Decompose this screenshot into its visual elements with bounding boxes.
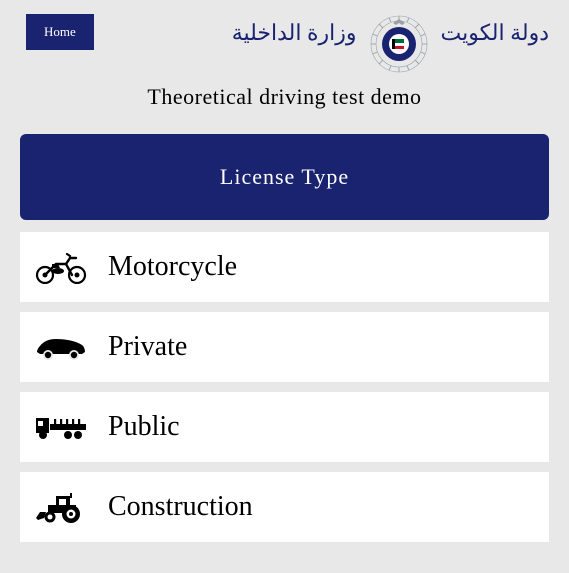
motorcycle-icon [34, 250, 88, 284]
option-label: Private [108, 331, 187, 363]
page-subtitle: Theoretical driving test demo [0, 84, 569, 110]
option-label: Construction [108, 491, 253, 523]
option-public[interactable]: Public [20, 392, 549, 462]
home-button[interactable]: Home [26, 14, 94, 50]
option-construction[interactable]: Construction [20, 472, 549, 542]
state-label: دولة الكويت [441, 20, 549, 46]
ministry-label: وزارة الداخلية [232, 20, 357, 46]
option-label: Public [108, 411, 180, 443]
tractor-icon [34, 490, 88, 524]
option-label: Motorcycle [108, 251, 237, 283]
option-private[interactable]: Private [20, 312, 549, 382]
option-motorcycle[interactable]: Motorcycle [20, 232, 549, 302]
car-icon [34, 330, 88, 364]
police-badge-icon [369, 14, 429, 74]
license-type-header: License Type [20, 134, 549, 220]
content: License Type Motorcycle [0, 134, 569, 542]
header: Home وزارة الداخلية [0, 0, 569, 74]
truck-icon [34, 410, 88, 444]
